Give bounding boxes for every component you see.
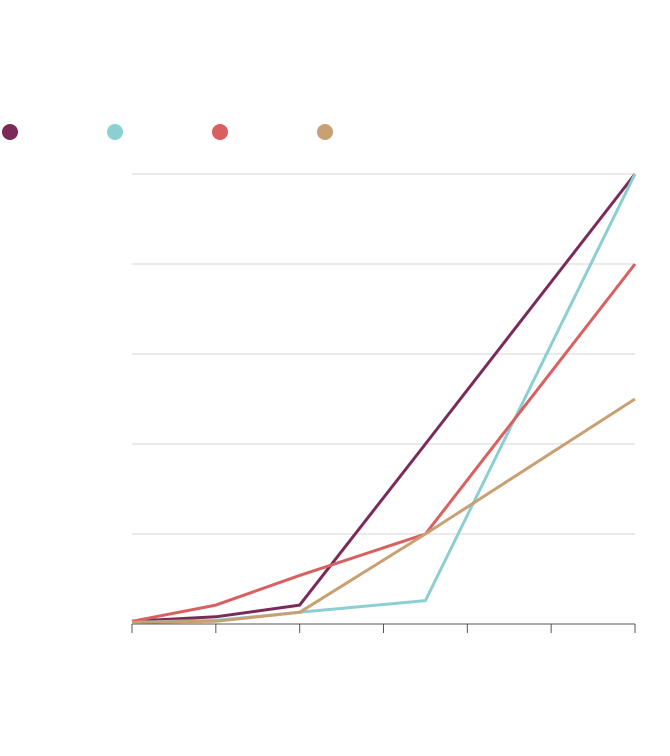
legend-marker: [317, 124, 333, 140]
series-line: [131, 397, 636, 624]
legend-marker: [107, 124, 123, 140]
series-line: [131, 173, 637, 624]
series-line: [131, 263, 637, 623]
legend-marker: [212, 124, 228, 140]
series-line: [131, 173, 637, 623]
legend-marker: [2, 124, 18, 140]
